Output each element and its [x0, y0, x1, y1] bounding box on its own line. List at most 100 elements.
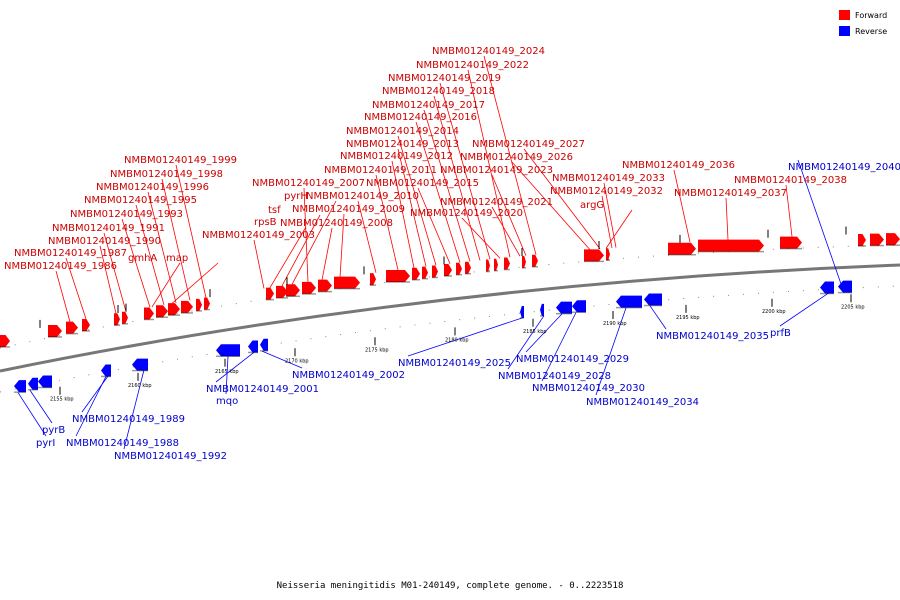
forward-leader-line — [511, 161, 591, 251]
forward-gene-label: NMBM01240149_2009 — [292, 204, 405, 215]
reverse-leader-line — [225, 356, 229, 395]
reverse-gene-label: pyrI — [36, 438, 55, 449]
forward-gene — [780, 236, 802, 249]
reverse-gene — [838, 280, 852, 293]
forward-leader-line — [391, 160, 415, 269]
forward-gene — [266, 287, 274, 300]
forward-gene — [334, 276, 360, 289]
reverse-gene-label: NMBM01240149_2002 — [292, 370, 405, 381]
forward-gene — [276, 285, 288, 298]
forward-gene-label: argG — [580, 200, 604, 211]
forward-gene — [82, 318, 90, 331]
forward-gene-label: NMBM01240149_2020 — [410, 208, 523, 219]
forward-leader-line — [467, 69, 511, 258]
reverse-gene-label: NMBM01240149_2035 — [656, 331, 769, 342]
forward-gene-label: NMBM01240149_1999 — [124, 155, 237, 166]
forward-leader-line — [725, 197, 729, 240]
forward-gene — [168, 303, 180, 316]
forward-gene-label: tsf — [268, 205, 281, 216]
gene-features — [0, 233, 900, 393]
forward-gene-label: NMBM01240149_1998 — [110, 169, 223, 180]
reverse-gene — [38, 375, 52, 388]
forward-gene-label: NMBM01240149_2019 — [388, 73, 501, 84]
label-leader-lines — [17, 55, 845, 450]
gene-labels: NMBM01240149_1986 NMBM01240149_1987 NMBM01… — [4, 46, 900, 462]
reverse-leader-line — [123, 369, 145, 450]
forward-gene-label: pyrH — [284, 191, 308, 202]
forward-gene-label: NMBM01240149_2037 — [674, 188, 787, 199]
reverse-leader-line — [17, 392, 47, 437]
scale-tick-label: 2175 kbp — [365, 347, 389, 353]
forward-leader-line — [161, 178, 191, 301]
forward-gene-label: NMBM01240149_1986 — [4, 261, 117, 272]
legend: Forward Reverse — [839, 10, 887, 36]
forward-leader-line — [135, 204, 165, 305]
forward-leader-line — [491, 206, 521, 257]
forward-leader-line — [151, 262, 181, 308]
reverse-gene-label: NMBM01240149_2030 — [532, 383, 645, 394]
forward-gene — [668, 242, 696, 255]
forward-gene — [870, 233, 884, 246]
forward-gene — [522, 255, 526, 268]
forward-gene — [465, 261, 471, 274]
forward-leader-line — [605, 209, 633, 249]
reverse-gene — [556, 301, 572, 314]
reverse-leader-line — [595, 307, 627, 396]
forward-gene-label: NMBM01240149_2014 — [346, 126, 459, 137]
reverse-gene — [820, 281, 834, 294]
forward-gene-label: NMBM01240149_2024 — [432, 46, 545, 57]
forward-leader-line — [55, 270, 71, 323]
scale-tick-label: 2195 kbp — [676, 315, 700, 321]
forward-leader-line — [483, 55, 537, 255]
reverse-leader-line — [215, 351, 255, 383]
reverse-leader-line — [407, 317, 523, 357]
reverse-gene — [101, 364, 111, 377]
forward-gene-label: NMBM01240149_2021 — [440, 197, 553, 208]
forward-gene-label: NMBM01240149_2012 — [340, 151, 453, 162]
reverse-leader-line — [507, 315, 545, 370]
scale-tick-label: 2165 kbp — [215, 369, 239, 375]
reverse-gene — [216, 344, 240, 357]
scale-ticks: 2155 kbp 2160 kbp 2165 kbp 2170 kbp 2175 kbp… — [39, 226, 865, 403]
forward-gene — [66, 321, 78, 334]
legend-forward-label: Forward — [855, 11, 887, 20]
genome-backbone — [0, 263, 900, 373]
reverse-gene — [28, 377, 38, 390]
reverse-gene — [540, 303, 544, 316]
reverse-gene — [520, 305, 524, 318]
forward-gene — [318, 279, 332, 292]
forward-gene — [181, 300, 193, 313]
forward-leader-line — [439, 82, 491, 260]
forward-gene-label: NMBM01240149_2011 — [324, 165, 437, 176]
forward-leader-line — [785, 184, 793, 237]
forward-leader-line — [269, 226, 307, 288]
forward-gene-label: NMBM01240149_1996 — [96, 182, 209, 193]
scale-tick-label: 2190 kbp — [603, 321, 627, 327]
forward-leader-line — [291, 200, 337, 285]
forward-gene — [122, 311, 128, 324]
forward-leader-line — [103, 232, 127, 312]
reverse-gene-label: prfB — [770, 328, 791, 339]
reverse-leader-line — [541, 312, 577, 382]
forward-gene-label: NMBM01240149_2008 — [280, 218, 393, 229]
reverse-gene — [644, 293, 662, 306]
forward-leader-line — [491, 174, 527, 256]
reverse-gene-label: NMBM01240149_2001 — [206, 384, 319, 395]
reverse-leader-line — [649, 305, 667, 330]
reverse-gene — [572, 300, 586, 313]
forward-gene — [444, 263, 452, 276]
forward-gene-label: NMBM01240149_2026 — [460, 152, 573, 163]
forward-leader-line — [99, 245, 117, 314]
forward-leader-line — [375, 174, 399, 271]
forward-gene — [48, 324, 62, 337]
forward-leader-line — [147, 191, 177, 303]
forward-gene — [886, 233, 900, 246]
forward-gene-label: NMBM01240149_1987 — [14, 248, 127, 259]
forward-gene-label: NMBM01240149_2027 — [472, 139, 585, 150]
forward-leader-line — [121, 218, 151, 308]
forward-leader-line — [523, 148, 601, 250]
forward-gene-label: NMBM01240149_1993 — [70, 209, 183, 220]
legend-reverse-swatch — [839, 26, 850, 36]
forward-gene — [144, 307, 154, 320]
forward-gene — [532, 254, 538, 267]
